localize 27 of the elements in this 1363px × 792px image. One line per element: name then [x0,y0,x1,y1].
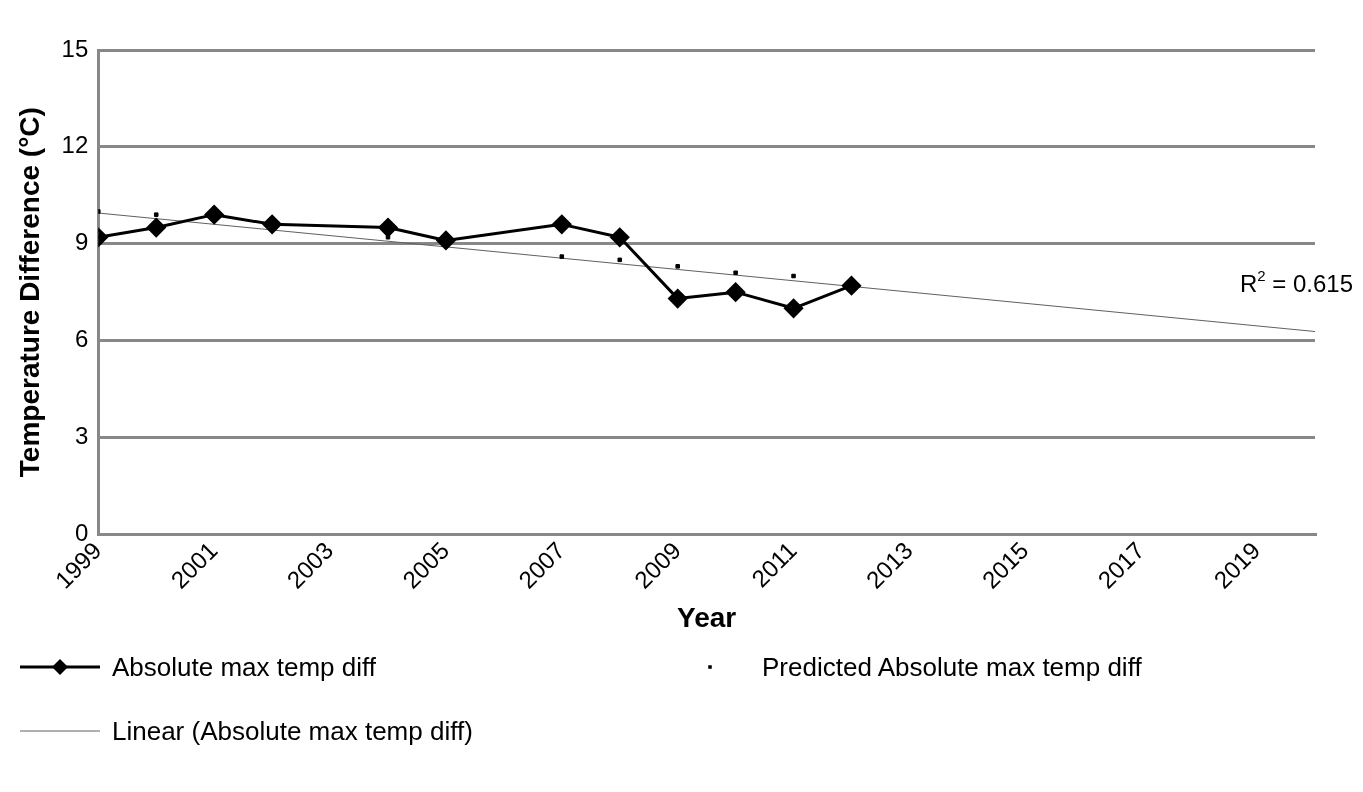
point [378,218,398,238]
x-axis-title: Year [677,601,737,633]
point [675,264,680,269]
legend-label: Linear (Absolute max temp diff) [112,715,473,747]
y-axis-title: Temperature Difference (°C) [13,107,45,478]
point [610,227,630,247]
point [841,276,861,296]
y-tick-label: 15 [61,34,89,62]
point [436,230,456,250]
point [262,214,282,234]
point [791,273,796,279]
point [668,289,688,309]
point [146,218,166,238]
legend-label: Predicted Absolute max temp diff [762,651,1142,683]
y-tick-label: 3 [74,422,89,450]
y-tick-label: 6 [74,325,89,353]
legend-label: Absolute max temp diff [112,651,376,683]
point [784,298,804,318]
y-tick-label: 9 [74,228,89,256]
point [552,214,572,234]
point [726,282,746,302]
point [153,212,159,217]
y-tick-label: 12 [61,131,89,159]
point [204,205,224,225]
point [559,254,565,259]
point [617,257,623,263]
point [733,270,738,276]
